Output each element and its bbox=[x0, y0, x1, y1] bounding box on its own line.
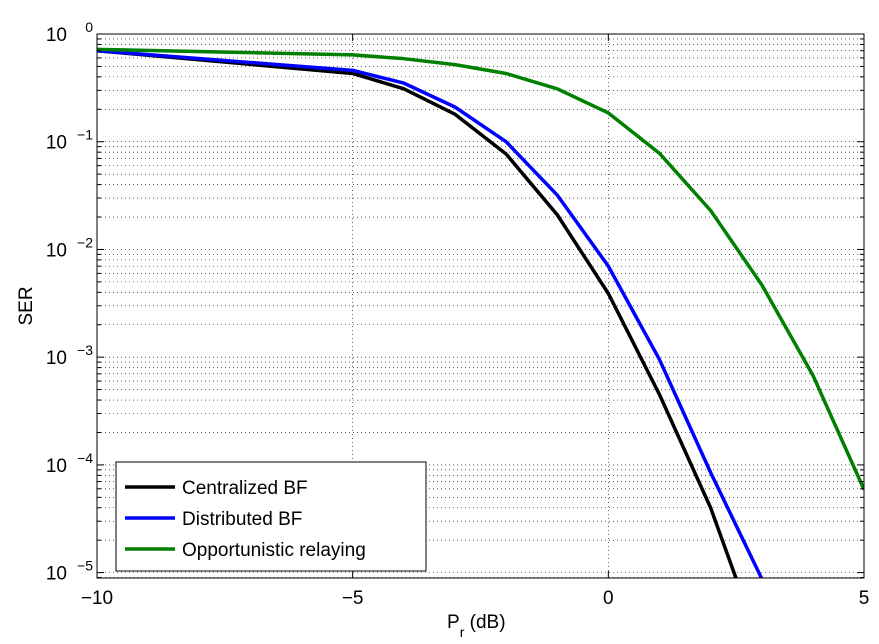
y-tick-base: 10 bbox=[46, 564, 67, 585]
series-lines bbox=[97, 47, 864, 578]
y-tick-label: 10 −1 bbox=[46, 127, 93, 154]
y-tick-base: 10 bbox=[46, 25, 67, 46]
x-tick-label: −10 bbox=[81, 588, 113, 609]
x-axis-label-base: P bbox=[447, 612, 460, 633]
x-tick-label: −5 bbox=[342, 588, 364, 609]
y-tick-exponent: −1 bbox=[77, 127, 93, 143]
y-tick-label: 10 −4 bbox=[46, 450, 93, 477]
series-line-centralized-bf bbox=[97, 48, 738, 578]
y-tick-base: 10 bbox=[46, 133, 67, 154]
legend-label-opportunistic: Opportunistic relaying bbox=[182, 540, 366, 561]
y-tick-exponent: −2 bbox=[77, 234, 93, 250]
legend-label-distributed: Distributed BF bbox=[182, 509, 302, 530]
y-tick-base: 10 bbox=[46, 240, 67, 261]
x-tick-label: 0 bbox=[603, 588, 614, 609]
legend-label-centralized: Centralized BF bbox=[182, 478, 308, 499]
legend: Centralized BF Distributed BF Opportunis… bbox=[115, 461, 427, 572]
y-tick-base: 10 bbox=[46, 348, 67, 369]
x-tick-label: 5 bbox=[859, 588, 870, 609]
series-line-distributed-bf bbox=[97, 48, 764, 578]
grid bbox=[97, 34, 864, 578]
y-tick-exponent: −5 bbox=[77, 558, 93, 574]
series-line-opportunistic-relaying bbox=[97, 47, 864, 491]
y-tick-exponent: 0 bbox=[85, 19, 93, 35]
y-tick-label: 10 −2 bbox=[46, 234, 93, 261]
y-tick-label: 10 −5 bbox=[46, 558, 93, 585]
x-axis-label-unit: (dB) bbox=[464, 612, 505, 633]
y-tick-label: 10 0 bbox=[46, 19, 93, 46]
x-axis-label: Pr (dB) bbox=[447, 612, 506, 640]
x-axis-label-subscript: r bbox=[460, 624, 465, 640]
y-tick-exponent: −4 bbox=[77, 450, 93, 466]
y-axis-label: SER bbox=[16, 286, 37, 325]
y-tick-base: 10 bbox=[46, 456, 67, 477]
axis-ticks: −10 −5 0 5 10 0 10 −1 10 −2 10 −3 10 −4 10 −5 bbox=[46, 19, 869, 609]
y-tick-label: 10 −3 bbox=[46, 342, 93, 369]
y-tick-exponent: −3 bbox=[77, 342, 93, 358]
